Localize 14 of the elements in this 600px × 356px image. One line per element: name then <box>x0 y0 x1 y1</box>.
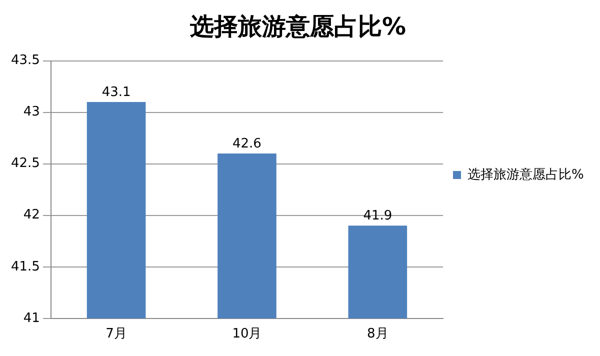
y-tick-label: 42 <box>23 208 40 223</box>
y-tick-label: 43.5 <box>10 53 40 68</box>
y-tick-label: 41.5 <box>10 259 40 274</box>
y-tick-label: 43 <box>23 104 40 120</box>
y-tick-label: 42.5 <box>10 156 40 172</box>
data-label: 43.1 <box>102 84 131 100</box>
x-tick-label: 8月 <box>367 326 388 342</box>
data-label: 42.6 <box>232 136 262 152</box>
x-tick-label: 10月 <box>232 326 262 342</box>
chart-title: 选择旅游意愿占比% <box>188 12 406 41</box>
legend-label: 选择旅游意愿占比% <box>468 167 584 182</box>
y-tick-label: 41 <box>23 310 40 326</box>
data-label: 41.9 <box>363 208 392 224</box>
x-tick-label: 7月 <box>106 326 127 342</box>
